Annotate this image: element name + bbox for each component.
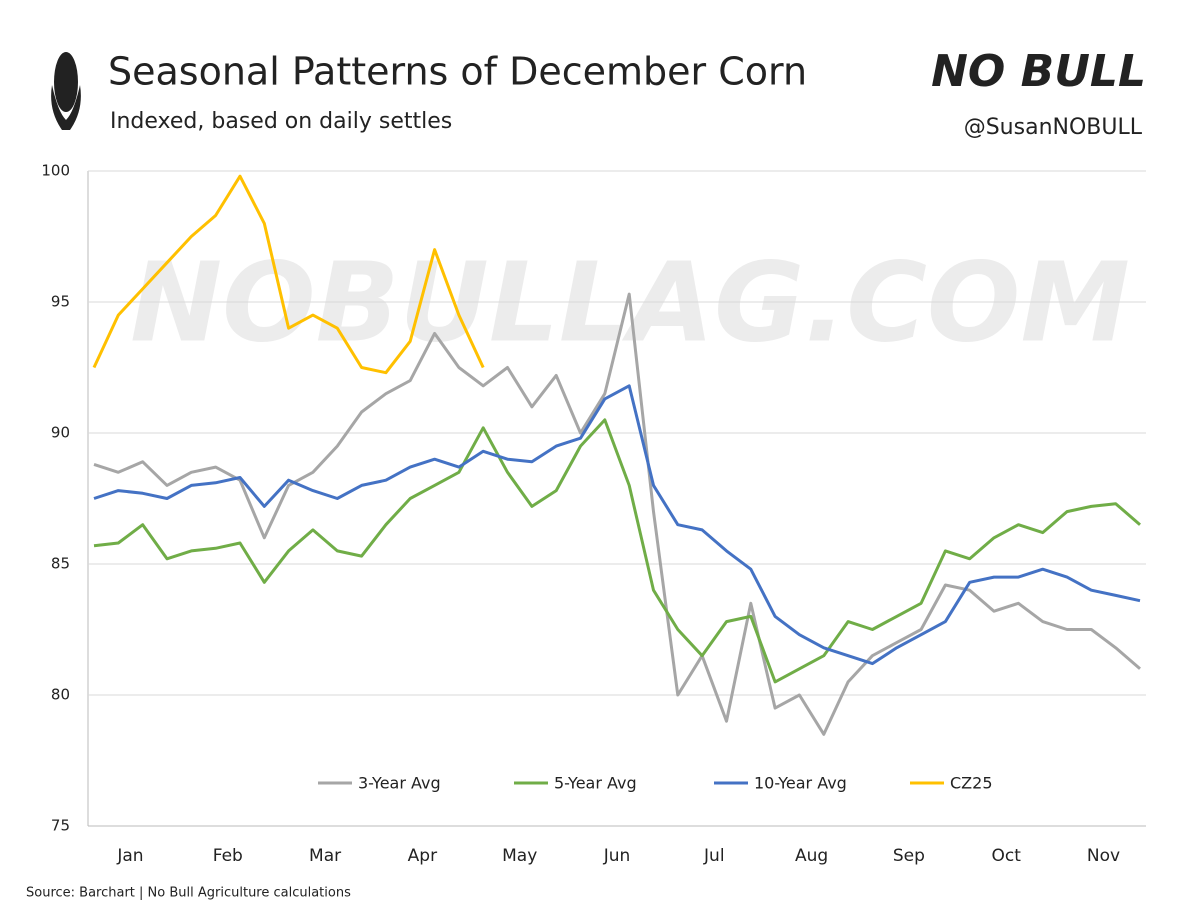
series-line: [92, 174, 485, 375]
legend-label: 3-Year Avg: [358, 774, 441, 793]
legend-label: CZ25: [950, 774, 993, 793]
series-line: [93, 418, 1141, 684]
y-tick-label: 80: [51, 686, 70, 704]
x-tick-label: Jul: [703, 846, 725, 866]
x-tick-label: Nov: [1087, 846, 1120, 866]
source: Source: Barchart | No Bull Agriculture c…: [26, 886, 351, 901]
chart-title: Seasonal Patterns of December Corn: [108, 50, 807, 94]
x-tick-label: Jan: [116, 846, 143, 866]
series-line: [93, 384, 1141, 666]
handle: @SusanNOBULL: [964, 115, 1143, 140]
x-tick-label: Feb: [213, 846, 243, 866]
y-tick-label: 75: [51, 817, 70, 835]
y-tick-label: 95: [51, 293, 70, 311]
y-tick-label: 100: [41, 162, 70, 180]
legend-label: 10-Year Avg: [754, 774, 847, 793]
y-tick-label: 90: [51, 424, 70, 442]
x-tick-label: Jun: [603, 846, 631, 866]
legend-label: 5-Year Avg: [554, 774, 637, 793]
corn-icon: [51, 52, 81, 130]
x-tick-label: Mar: [309, 846, 341, 866]
x-tick-label: Apr: [408, 846, 437, 866]
x-tick-label: Oct: [992, 846, 1022, 866]
x-tick-label: Aug: [795, 846, 828, 866]
logo: NO BULL: [931, 46, 1146, 97]
y-tick-label: 85: [51, 555, 70, 573]
x-tick-label: May: [502, 846, 537, 866]
x-tick-label: Sep: [893, 846, 925, 866]
chart-subtitle: Indexed, based on daily settles: [110, 109, 452, 134]
